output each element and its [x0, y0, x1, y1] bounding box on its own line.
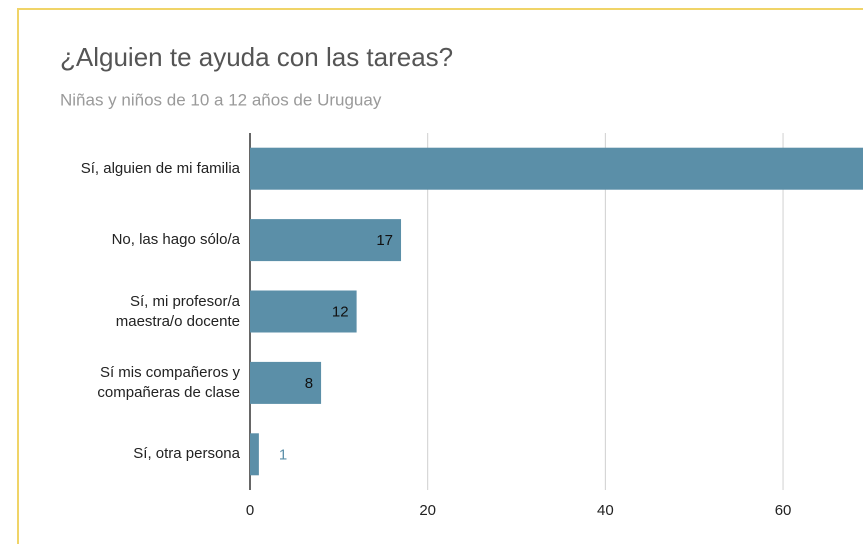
data-label: 12 — [332, 303, 349, 320]
data-label: 17 — [376, 232, 393, 249]
y-tick-label: No, las hago sólo/a — [111, 231, 240, 249]
x-tick-label: 20 — [419, 502, 436, 519]
bar — [250, 361, 322, 404]
x-tick-label: 0 — [246, 502, 254, 519]
y-tick-label: Sí, alguien de mi familia — [80, 159, 240, 177]
y-tick-label: Sí mis compañeros y compañeras de clase — [97, 363, 240, 401]
data-label: 8 — [305, 375, 313, 392]
chart-title: ¿Alguien te ayuda con las tareas? — [60, 42, 453, 72]
x-tick-label: 60 — [775, 502, 792, 519]
chart-subtitle: Niñas y niños de 10 a 12 años de Uruguay — [60, 90, 382, 109]
bar — [250, 219, 402, 262]
bar — [250, 290, 357, 333]
bar — [250, 147, 863, 190]
x-tick-label: 40 — [597, 502, 614, 519]
bar — [250, 433, 259, 476]
data-label: 1 — [279, 446, 287, 463]
y-tick-label: Sí, otra persona — [133, 445, 240, 463]
y-tick-label: Sí, mi profesor/a maestra/o docente — [115, 292, 240, 330]
frame — [17, 8, 863, 544]
